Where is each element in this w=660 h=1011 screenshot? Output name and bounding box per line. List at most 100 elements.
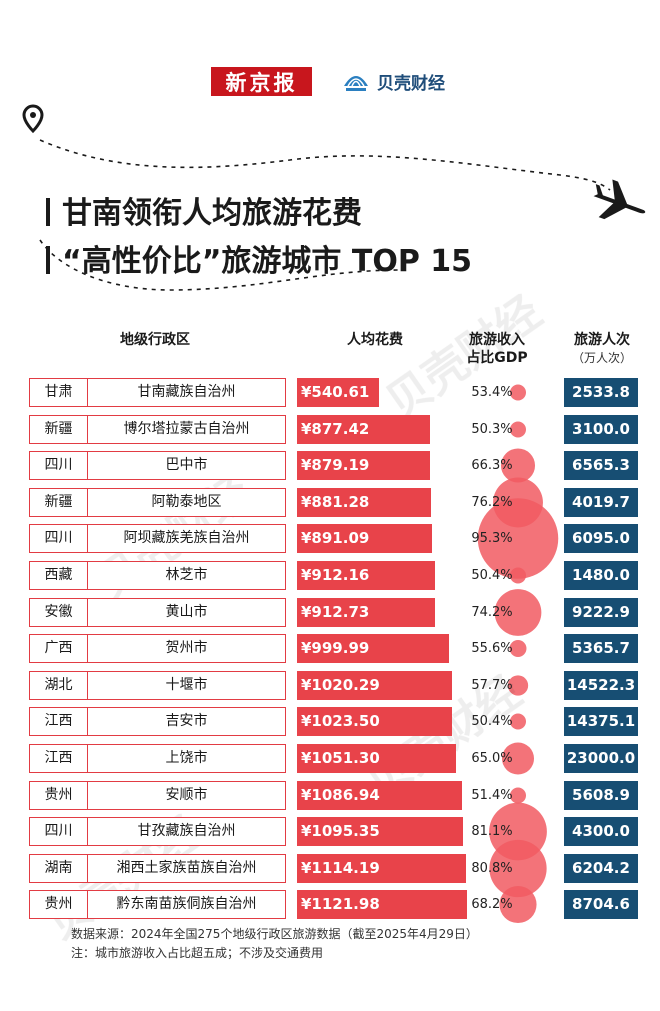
- visitors-cell: 1480.0: [564, 561, 638, 590]
- header-visitors-line1: 旅游人次: [574, 332, 630, 348]
- city-cell: 林芝市: [87, 561, 286, 590]
- city-cell: 甘孜藏族自治州: [87, 817, 286, 846]
- province-cell: 广西: [29, 634, 87, 663]
- spend-bar: ¥891.09: [297, 524, 433, 553]
- spend-bar: ¥881.28: [297, 488, 431, 517]
- spend-bar: ¥1114.19: [297, 854, 466, 883]
- title-line-2: “高性价比”旅游城市 TOP 15: [46, 236, 472, 280]
- gdp-share-bubble: [510, 713, 526, 730]
- header-visitors: 旅游人次 （万人次）: [556, 331, 648, 367]
- spend-bar: ¥879.19: [297, 451, 431, 480]
- province-cell: 西藏: [29, 561, 87, 590]
- city-cell: 上饶市: [87, 744, 286, 773]
- spend-bar: ¥540.61: [297, 378, 379, 407]
- table-row: 四川 甘孜藏族自治州 ¥1095.35 81.1% 4300.0: [0, 817, 660, 846]
- gdp-share-label: 65.0%: [471, 751, 513, 766]
- map-pin-icon: [22, 104, 44, 134]
- visitors-cell: 8704.6: [564, 890, 638, 919]
- visitors-cell: 6204.2: [564, 854, 638, 883]
- gdp-share-label: 76.2%: [471, 495, 513, 510]
- city-cell: 阿坝藏族羌族自治州: [87, 524, 286, 553]
- province-cell: 江西: [29, 744, 87, 773]
- table-row: 江西 上饶市 ¥1051.30 65.0% 23000.0: [0, 744, 660, 773]
- gdp-share-bubble: [510, 384, 526, 401]
- header-visitors-unit: （万人次）: [571, 351, 632, 365]
- visitors-cell: 4019.7: [564, 488, 638, 517]
- newspaper-name: 新京报: [225, 69, 298, 95]
- partner-name: 贝壳财经: [377, 73, 445, 94]
- gdp-share-bubble: [510, 567, 526, 584]
- city-cell: 黔东南苗族侗族自治州: [87, 890, 286, 919]
- title-accent-bar: [46, 198, 50, 226]
- gdp-bubbles: [477, 384, 559, 924]
- city-cell: 巴中市: [87, 451, 286, 480]
- table-row: 新疆 阿勒泰地区 ¥881.28 76.2% 4019.7: [0, 488, 660, 517]
- visitors-cell: 5608.9: [564, 781, 638, 810]
- visitors-cell: 9222.9: [564, 598, 638, 627]
- city-cell: 湘西土家族苗族自治州: [87, 854, 286, 883]
- header-gdp: 旅游收入 占比GDP: [452, 331, 542, 367]
- spend-bar: ¥1086.94: [297, 781, 462, 810]
- gdp-share-label: 50.3%: [471, 422, 513, 437]
- province-cell: 江西: [29, 707, 87, 736]
- table-row: 四川 阿坝藏族羌族自治州 ¥891.09 95.3% 6095.0: [0, 524, 660, 553]
- gdp-share-label: 57.7%: [471, 678, 513, 693]
- flight-path-top: [39, 139, 611, 191]
- table-row: 广西 贺州市 ¥999.99 55.6% 5365.7: [0, 634, 660, 663]
- title-accent-bar: [46, 246, 50, 274]
- visitors-cell: 6095.0: [564, 524, 638, 553]
- header-spend: 人均花费: [347, 332, 403, 348]
- spend-bar: ¥877.42: [297, 415, 430, 444]
- visitors-cell: 5365.7: [564, 634, 638, 663]
- gdp-share-bubble: [477, 498, 559, 579]
- spend-bar: ¥1023.50: [297, 707, 453, 736]
- visitors-cell: 3100.0: [564, 415, 638, 444]
- gdp-share-label: 95.3%: [471, 531, 513, 546]
- city-cell: 博尔塔拉蒙古自治州: [87, 415, 286, 444]
- table-row: 四川 巴中市 ¥879.19 66.3% 6565.3: [0, 451, 660, 480]
- newspaper-logo: 新京报: [211, 67, 312, 96]
- province-cell: 新疆: [29, 415, 87, 444]
- gdp-share-label: 50.4%: [471, 714, 513, 729]
- city-cell: 黄山市: [87, 598, 286, 627]
- province-cell: 四川: [29, 817, 87, 846]
- gdp-share-label: 53.4%: [471, 385, 513, 400]
- province-cell: 四川: [29, 451, 87, 480]
- province-cell: 甘肃: [29, 378, 87, 407]
- province-cell: 湖南: [29, 854, 87, 883]
- table-row: 新疆 博尔塔拉蒙古自治州 ¥877.42 50.3% 3100.0: [0, 415, 660, 444]
- table-row: 安徽 黄山市 ¥912.73 74.2% 9222.9: [0, 598, 660, 627]
- table-row: 湖北 十堰市 ¥1020.29 57.7% 14522.3: [0, 671, 660, 700]
- spend-bar: ¥1051.30: [297, 744, 457, 773]
- title-text: 甘南领衔人均旅游花费: [62, 196, 362, 231]
- city-cell: 安顺市: [87, 781, 286, 810]
- gdp-share-label: 81.1%: [471, 824, 513, 839]
- visitors-cell: 2533.8: [564, 378, 638, 407]
- gdp-share-label: 50.4%: [471, 568, 513, 583]
- table-row: 贵州 安顺市 ¥1086.94 51.4% 5608.9: [0, 781, 660, 810]
- province-cell: 四川: [29, 524, 87, 553]
- footer-source: 数据来源：2024年全国275个地级行政区旅游数据（截至2025年4月29日）: [71, 927, 478, 941]
- partner-logo: 贝壳财经: [341, 66, 471, 96]
- gdp-share-bubble: [510, 787, 526, 804]
- title-line-1: 甘南领衔人均旅游花费: [46, 188, 362, 232]
- city-cell: 甘南藏族自治州: [87, 378, 286, 407]
- gdp-share-label: 68.2%: [471, 897, 513, 912]
- shell-logo-icon: [344, 76, 368, 91]
- footer-note: 注：城市旅游收入占比超五成；不涉及交通费用: [71, 946, 324, 960]
- spend-bar: ¥999.99: [297, 634, 449, 663]
- province-cell: 贵州: [29, 890, 87, 919]
- gdp-share-bubble: [494, 589, 542, 636]
- spend-bar: ¥1020.29: [297, 671, 452, 700]
- spend-bar: ¥1095.35: [297, 817, 463, 846]
- visitors-cell: 14375.1: [564, 707, 638, 736]
- gdp-share-bubble: [489, 839, 547, 898]
- airplane-icon: [593, 179, 646, 220]
- header-gdp-line2: 占比GDP: [466, 350, 528, 366]
- province-cell: 贵州: [29, 781, 87, 810]
- visitors-cell: 6565.3: [564, 451, 638, 480]
- gdp-share-label: 80.8%: [471, 861, 513, 876]
- title-text: “高性价比”旅游城市 TOP 15: [62, 244, 473, 279]
- gdp-share-label: 55.6%: [471, 641, 513, 656]
